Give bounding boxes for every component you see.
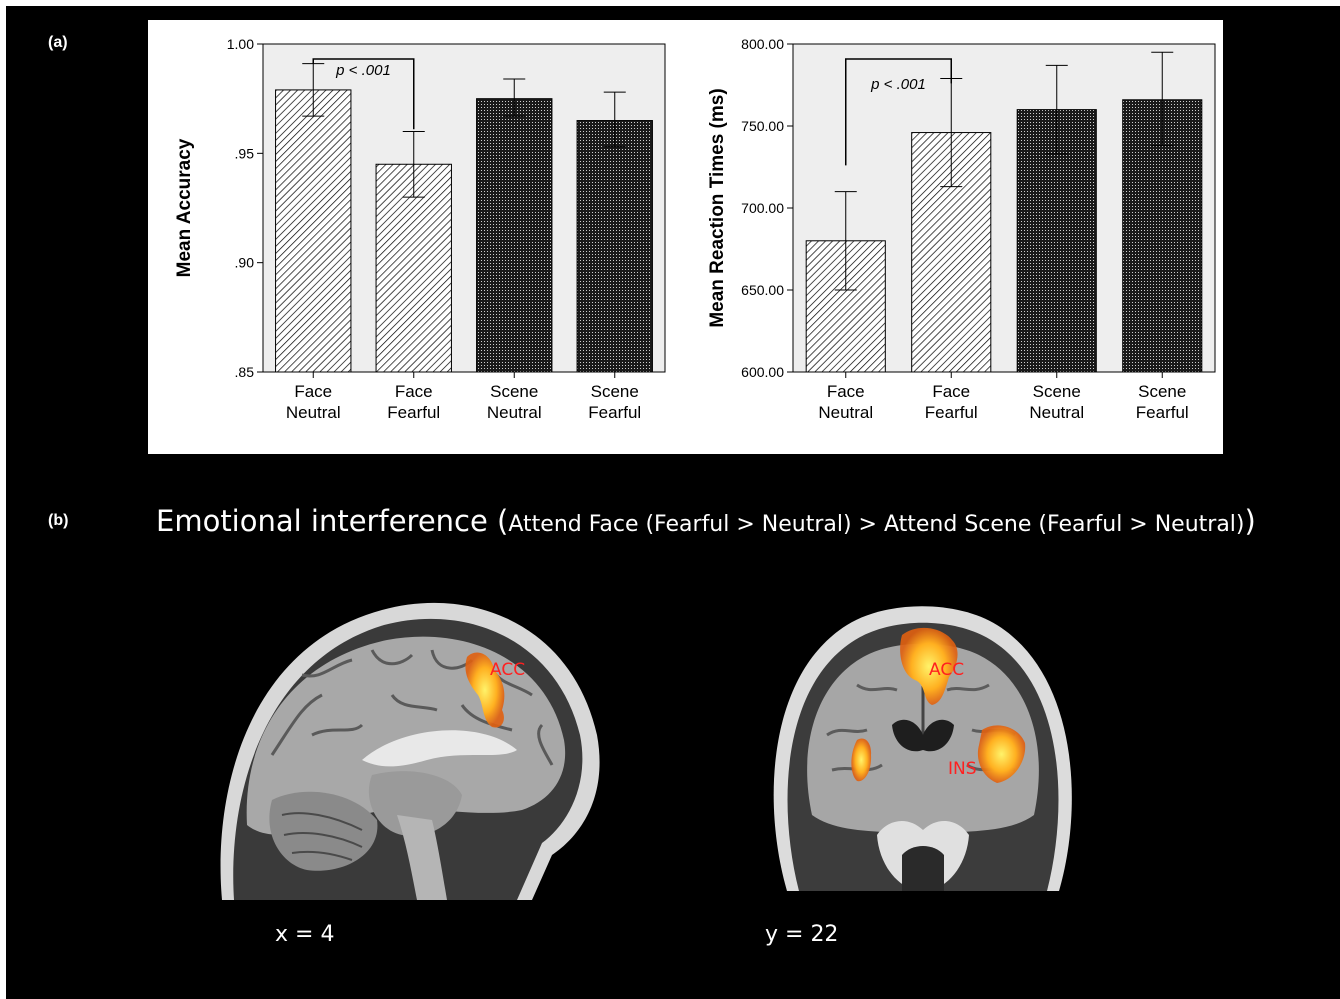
bar (275, 89, 352, 373)
sagittal-acc-label: ACC (490, 660, 525, 680)
chart-1: .85 .90 .95 1.00 Mean Accuracy Face Neutral Fac… (174, 36, 666, 422)
x-tick-label: Fearful (387, 403, 440, 422)
y-tick-label: 650.00 (741, 282, 784, 298)
error-bar (503, 78, 526, 117)
coronal-coord: y = 22 (765, 922, 839, 947)
coronal-brain-image: ACC INS (757, 585, 1089, 891)
y-tick-label: 750.00 (741, 118, 784, 134)
x-tick-label: Scene (591, 382, 639, 401)
sagittal-coord: x = 4 (275, 922, 335, 947)
x-tick-label: Fearful (925, 403, 978, 422)
bar-charts-panel: .85 .90 .95 1.00 Mean Accuracy Face Neutral Fac… (148, 20, 1223, 454)
y-tick-label: .90 (235, 255, 255, 271)
coronal-left-activation (851, 738, 872, 782)
section-b-title: Emotional interference (Attend Face (Fea… (156, 504, 1256, 538)
error-bar (1045, 64, 1068, 155)
x-tick-label: Fearful (588, 403, 641, 422)
significance-label: p < .001 (335, 62, 391, 79)
x-tick-label: Face (932, 382, 970, 401)
panel-b-label: (b) (48, 512, 69, 529)
coronal-acc-activation (900, 627, 958, 705)
x-tick-label: Neutral (286, 403, 341, 422)
bar (375, 163, 452, 373)
x-tick-label: Neutral (1029, 403, 1084, 422)
x-tick-label: Face (294, 382, 332, 401)
sagittal-acc-activation (465, 652, 505, 728)
y-tick-label: 1.00 (227, 36, 254, 52)
y-tick-label: .95 (235, 145, 255, 161)
y-axis-title: Mean Accuracy (174, 138, 195, 277)
y-axis-title: Mean Reaction Times (ms) (707, 88, 728, 327)
y-tick-label: 700.00 (741, 200, 784, 216)
y-tick-label: .85 (235, 364, 255, 380)
x-tick-label: Scene (1033, 382, 1081, 401)
panel-a-label: (a) (48, 34, 68, 51)
y-tick-label: 600.00 (741, 364, 784, 380)
bar (476, 98, 553, 373)
bar (576, 120, 653, 373)
sagittal-brain-image: ACC (212, 585, 608, 900)
error-bar (1151, 51, 1174, 147)
error-bar (834, 191, 857, 291)
significance-bracket (845, 58, 952, 166)
significance-bracket (312, 58, 415, 130)
coronal-ins-label: INS (948, 759, 977, 779)
coronal-acc-label: ACC (929, 660, 964, 680)
x-tick-label: Neutral (487, 403, 542, 422)
coronal-ins-activation (977, 725, 1026, 783)
x-tick-label: Fearful (1136, 403, 1189, 422)
x-tick-label: Scene (1138, 382, 1186, 401)
title-main: Emotional interference ( (156, 504, 509, 538)
error-bar (402, 130, 425, 198)
bar-charts-svg: .85 .90 .95 1.00 Mean Accuracy Face Neutral Fac… (174, 36, 1216, 422)
title-close: ) (1244, 504, 1256, 538)
title-detail: Attend Face (Fearful > Neutral) > Attend… (508, 512, 1245, 537)
x-tick-label: Neutral (818, 403, 873, 422)
x-tick-label: Face (827, 382, 865, 401)
significance-label: p < .001 (870, 76, 926, 93)
error-bar (603, 91, 626, 148)
x-tick-label: Scene (490, 382, 538, 401)
chart-2: 600.00 650.00 700.00 750.00 800.00 Mean React… (707, 36, 1216, 422)
y-tick-label: 800.00 (741, 36, 784, 52)
x-tick-label: Face (395, 382, 433, 401)
